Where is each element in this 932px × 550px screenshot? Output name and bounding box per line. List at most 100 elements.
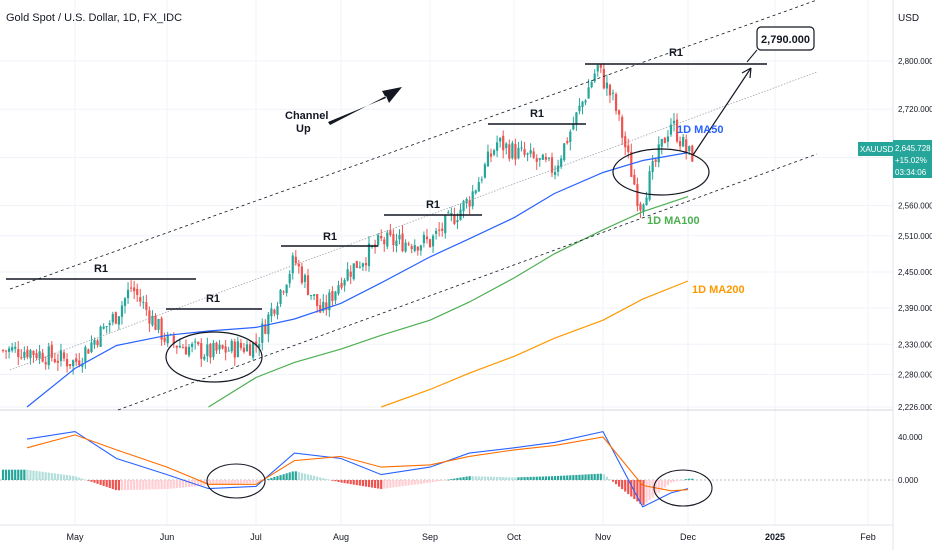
ma200-label: 1D MA200 [692,284,745,296]
candle-body [62,352,66,359]
macd-histogram-bar [142,480,145,490]
macd-histogram-bar [602,474,605,480]
macd-histogram-bar [270,477,273,480]
macd-histogram-bar [474,476,477,480]
candle-body [47,346,50,366]
macd-histogram-bar [17,469,20,480]
macd-histogram-bar [59,474,63,480]
macd-histogram-bar [160,480,163,490]
channel-lower [117,153,818,411]
macd-histogram-bar [535,476,538,480]
macd-histogram-bar [136,480,139,490]
candle-body [96,340,99,346]
macd-histogram-bar [459,477,462,480]
macd-histogram-bar [252,480,255,483]
candle-body [560,158,563,167]
channel-upper [9,0,818,290]
macd-histogram-bar [666,480,669,486]
candle-body [395,240,398,246]
time-axis[interactable]: May Jun Jul Aug Sep Oct Nov Dec 2025 Feb [66,532,875,542]
projection-arrow [692,67,752,156]
macd-histogram-bar [337,480,340,482]
macd-histogram-bar [20,469,23,480]
candle-body [84,347,87,362]
macd-histogram-bar [566,475,569,480]
candle-body [651,161,654,172]
candle-body [544,156,547,160]
macd-histogram-bar [444,480,447,481]
candle-body [563,143,566,161]
macd-histogram-bar [532,476,535,480]
macd-histogram-bar [4,469,8,480]
candle-body [325,302,328,310]
candle-body [663,137,666,144]
macd-histogram-bar [221,480,224,485]
macd-histogram-bar [517,477,520,480]
candle-body [340,282,343,288]
candle-body [675,119,679,142]
macd-histogram-bar [102,480,105,486]
macd-histogram-bar [377,480,380,489]
ma100-label: 1D MA100 [647,215,700,227]
macd-histogram-bar [343,480,346,484]
macd-histogram-bar [441,480,444,481]
macd-histogram-bar [496,476,499,480]
candle-body [41,352,44,362]
macd-histogram-bar [416,480,419,485]
candle-body [444,215,447,234]
candle-body [270,308,273,317]
macd-histogram-bar [11,469,14,480]
macd-histogram-bar [233,480,236,484]
macd-histogram-bar [313,475,316,480]
candle-body [32,350,35,356]
macd-histogram-bar [35,470,38,480]
candle-body [352,263,355,280]
macd-histogram-bar [291,471,294,480]
candle-body [383,239,386,245]
candle-body [587,87,590,99]
macd-histogram-bar [267,478,270,480]
macd-histogram-bar [621,480,624,490]
candle-body [599,64,602,68]
macd-histogram-bar [32,470,35,480]
macd-histogram-bar [120,480,124,491]
macd-histogram-bar [502,477,505,480]
macd-histogram-bar [325,478,328,480]
candle-body [194,341,197,343]
candle-body [120,305,124,317]
macd-histogram-bar [50,473,53,480]
candle-body [142,302,145,304]
macd-histogram-bar [492,476,496,480]
price-tick-label: 2,330.000 [898,340,932,349]
macd-histogram-bar [175,480,178,489]
macd-histogram-bar [276,476,279,480]
macd-histogram-bar [672,480,676,482]
macd-histogram-bar [611,480,615,482]
candle-body [309,294,313,297]
macd-histogram-bar [645,480,648,503]
r1-label: R1 [530,108,544,120]
candle-body [114,312,117,324]
price-tick-label: 2,450.000 [898,268,932,277]
candle-body [233,341,236,358]
macd-pane[interactable]: 40.000 0.000 [0,430,923,508]
macd-histogram-bar [529,476,532,480]
macd-histogram-bar [81,478,84,480]
macd-histogram-bar [169,480,172,489]
macd-histogram-bar [413,480,416,485]
candle-body [618,110,621,115]
macd-histogram-bar [328,479,331,481]
candle-body [78,360,81,366]
macd-histogram-bar [297,472,300,480]
candle-body [419,245,422,251]
macd-histogram-bar [419,480,422,484]
macd-histogram-bar [148,480,151,490]
candle-body [44,362,47,365]
macd-histogram-bar [648,480,651,501]
candle-body [672,120,676,124]
candle-body [258,344,261,348]
macd-histogram-bar [117,480,120,491]
candle-body [404,242,407,252]
candle-body [160,318,163,340]
